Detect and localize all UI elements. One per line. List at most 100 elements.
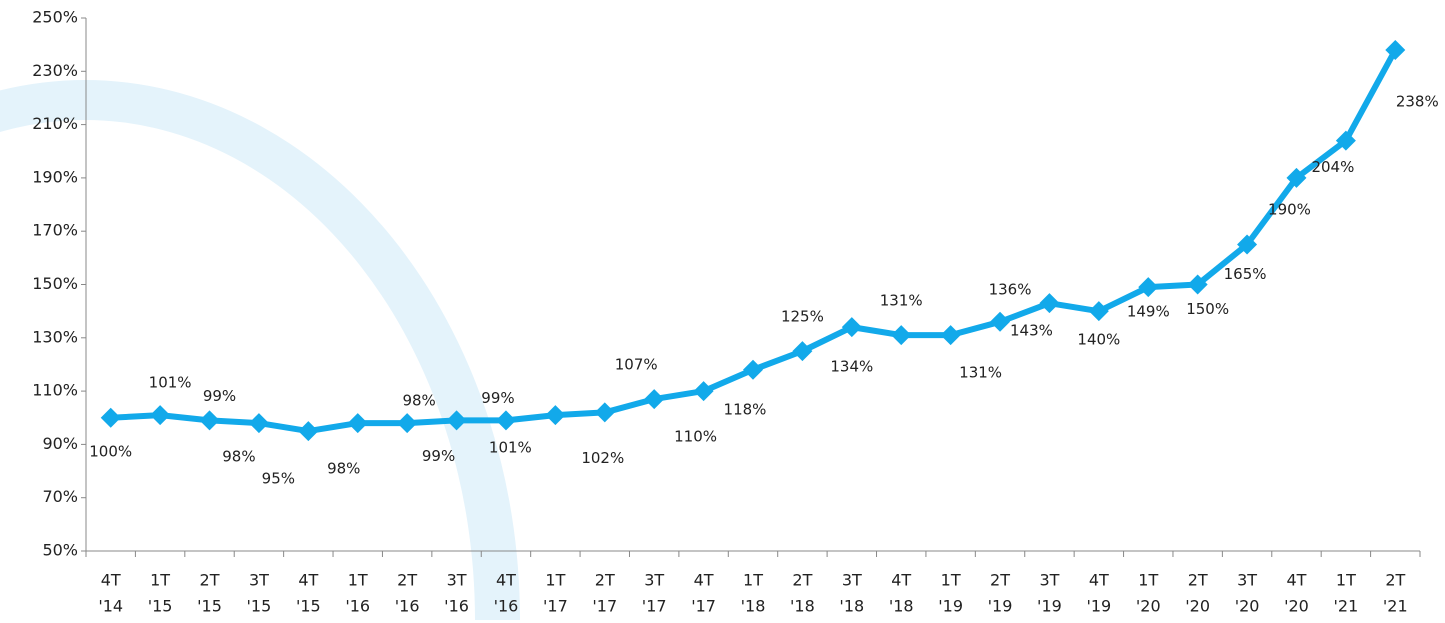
marker: [150, 405, 170, 425]
data-label: 136%: [989, 280, 1032, 298]
data-label: 204%: [1311, 158, 1354, 176]
marker: [1039, 293, 1059, 313]
x-tick-label: '20: [1235, 597, 1260, 616]
y-tick-label: 130%: [32, 327, 78, 346]
x-tick-label: '14: [98, 597, 123, 616]
marker: [249, 413, 269, 433]
marker: [1138, 277, 1158, 297]
x-tick-label: '17: [592, 597, 617, 616]
marker: [792, 341, 812, 361]
x-tick-label: '19: [1037, 597, 1062, 616]
x-tick-label: 1T: [743, 571, 763, 590]
data-label: 100%: [89, 442, 132, 460]
data-label: 99%: [422, 447, 455, 465]
y-tick-label: 170%: [32, 221, 78, 240]
marker: [545, 405, 565, 425]
y-tick-label: 150%: [32, 274, 78, 293]
marker: [743, 360, 763, 380]
x-tick-label: 4T: [694, 571, 714, 590]
marker: [842, 317, 862, 337]
x-tick-label: 2T: [1385, 571, 1405, 590]
data-label: 131%: [959, 364, 1002, 382]
x-tick-label: '19: [938, 597, 963, 616]
x-tick-label: 2T: [792, 571, 812, 590]
data-label: 143%: [1010, 322, 1053, 340]
x-tick-label: 1T: [1138, 571, 1158, 590]
x-tick-label: '20: [1136, 597, 1161, 616]
x-tick-label: '18: [790, 597, 815, 616]
data-label: 98%: [327, 460, 360, 478]
y-tick-label: 50%: [42, 541, 78, 560]
x-tick-label: 4T: [496, 571, 516, 590]
x-tick-label: '21: [1334, 597, 1359, 616]
x-tick-label: '21: [1383, 597, 1408, 616]
data-label: 99%: [481, 389, 514, 407]
data-label: 107%: [615, 356, 658, 374]
x-tick-label: 1T: [545, 571, 565, 590]
x-tick-label: '15: [247, 597, 272, 616]
y-tick-label: 250%: [32, 8, 78, 27]
data-label: 95%: [262, 470, 295, 488]
x-tick-label: 2T: [397, 571, 417, 590]
x-tick-label: 2T: [1188, 571, 1208, 590]
marker: [496, 410, 516, 430]
data-label: 110%: [674, 428, 717, 446]
x-tick-label: '16: [345, 597, 370, 616]
x-tick-label: '15: [296, 597, 321, 616]
x-tick-label: 2T: [595, 571, 615, 590]
x-tick-label: 1T: [941, 571, 961, 590]
x-tick-label: '18: [741, 597, 766, 616]
data-label: 150%: [1186, 300, 1229, 318]
marker: [101, 408, 121, 428]
marker: [941, 325, 961, 345]
y-tick-label: 110%: [32, 381, 78, 400]
data-label: 134%: [830, 358, 873, 376]
data-label: 140%: [1077, 331, 1120, 349]
y-tick-label: 190%: [32, 167, 78, 186]
marker: [348, 413, 368, 433]
x-tick-label: 4T: [1089, 571, 1109, 590]
x-tick-label: 3T: [249, 571, 269, 590]
x-tick-label: 3T: [447, 571, 467, 590]
data-label: 238%: [1396, 92, 1439, 110]
x-tick-label: '20: [1284, 597, 1309, 616]
marker: [595, 402, 615, 422]
background-arc: [0, 80, 520, 620]
data-label: 98%: [222, 448, 255, 466]
x-tick-label: '16: [494, 597, 519, 616]
x-tick-label: '17: [691, 597, 716, 616]
x-tick-label: '16: [444, 597, 469, 616]
chart: 50%70%90%110%130%150%170%190%210%230%250…: [0, 0, 1445, 623]
x-tick-label: 4T: [891, 571, 911, 590]
x-tick-label: 1T: [348, 571, 368, 590]
data-label: 165%: [1224, 265, 1267, 283]
data-label: 102%: [581, 449, 624, 467]
x-tick-label: '19: [988, 597, 1013, 616]
x-tick-label: 3T: [1237, 571, 1257, 590]
y-tick-label: 210%: [32, 114, 78, 133]
marker: [694, 381, 714, 401]
x-tick-label: 3T: [644, 571, 664, 590]
x-tick-label: 4T: [1287, 571, 1307, 590]
x-tick-label: 4T: [101, 571, 121, 590]
x-tick-label: '20: [1185, 597, 1210, 616]
x-tick-label: '15: [148, 597, 173, 616]
y-tick-label: 90%: [42, 434, 78, 453]
x-tick-label: '19: [1086, 597, 1111, 616]
data-label: 101%: [149, 374, 192, 392]
x-tick-label: '17: [642, 597, 667, 616]
marker: [644, 389, 664, 409]
marker: [298, 421, 318, 441]
x-tick-label: '18: [889, 597, 914, 616]
data-label: 99%: [203, 387, 236, 405]
x-tick-label: 3T: [842, 571, 862, 590]
data-label: 118%: [724, 400, 767, 418]
x-tick-label: 1T: [150, 571, 170, 590]
data-label: 125%: [781, 308, 824, 326]
x-tick-label: '15: [197, 597, 222, 616]
data-label: 149%: [1127, 303, 1170, 321]
x-tick-label: '18: [839, 597, 864, 616]
x-tick-label: '16: [395, 597, 420, 616]
marker: [891, 325, 911, 345]
marker: [990, 312, 1010, 332]
